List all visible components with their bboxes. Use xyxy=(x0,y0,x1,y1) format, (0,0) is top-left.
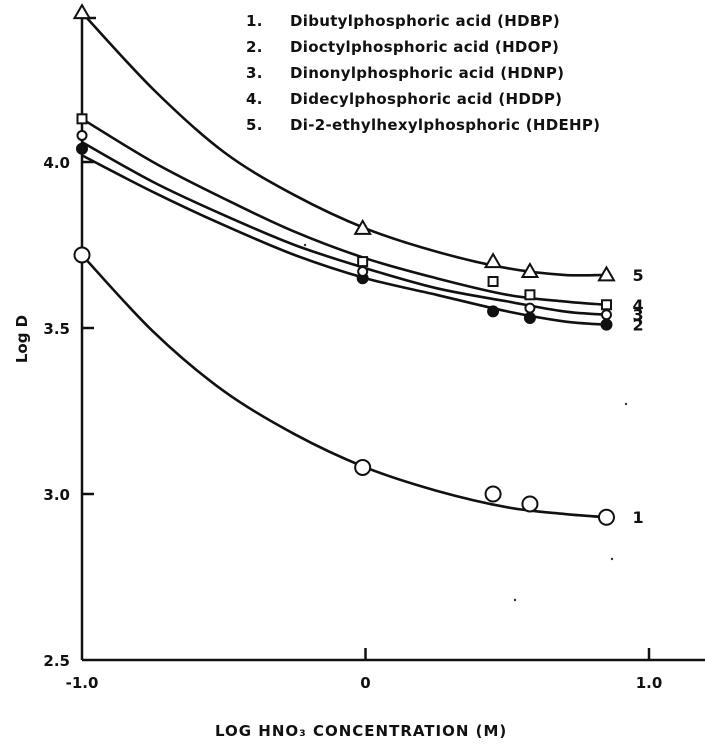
series-curves xyxy=(81,11,628,602)
legend-number: 2. xyxy=(246,38,263,56)
speck-dot xyxy=(303,243,307,247)
series-3-curve xyxy=(81,140,607,316)
open-triangle-marker xyxy=(483,252,503,269)
y-tick-label: 2.5 xyxy=(43,652,70,670)
y-tick-label: 4.0 xyxy=(43,154,70,172)
series-1-curve xyxy=(81,254,607,519)
series-markers xyxy=(72,3,616,526)
series-1-end-label: 1 xyxy=(632,508,643,527)
y-tick-label: 3.5 xyxy=(43,320,70,338)
filled-circle-marker xyxy=(76,142,88,155)
series-5-curve xyxy=(81,11,607,277)
open-circle-marker xyxy=(354,458,372,476)
legend-number: 4. xyxy=(246,90,263,108)
small-open-circle-marker xyxy=(357,266,369,278)
x-axis-label: LOG HNO₃ CONCENTRATION (M) xyxy=(215,722,508,740)
open-square-marker xyxy=(600,299,612,311)
open-triangle-marker xyxy=(520,262,540,279)
open-square-marker xyxy=(487,276,499,288)
legend-label: Dioctylphosphoric acid (HDOP) xyxy=(290,38,560,56)
open-triangle-marker xyxy=(597,265,616,282)
open-circle-marker xyxy=(597,508,615,526)
open-square-marker xyxy=(76,113,88,125)
x-tick-label: -1.0 xyxy=(66,674,99,692)
filled-circle-marker xyxy=(600,318,613,331)
filled-circle-marker xyxy=(487,305,500,318)
tick-labels: 2.5 3.0 3.5 4.0 -1.0 0 1.0 xyxy=(43,154,662,692)
legend-number: 5. xyxy=(246,116,263,134)
open-triangle-marker xyxy=(72,3,92,20)
legend-label: Dibutylphosphoric acid (HDBP) xyxy=(290,12,561,30)
open-triangle-marker xyxy=(353,218,372,235)
y-tick-label: 3.0 xyxy=(43,486,70,504)
series-end-labels: 1 234 5 xyxy=(632,266,643,527)
open-circle-marker xyxy=(521,495,539,513)
legend-item-2: 2. Dioctylphosphoric acid (HDOP) xyxy=(246,34,600,60)
legend-label: Didecylphosphoric acid (HDDP) xyxy=(290,90,563,108)
y-axis-label: Log D xyxy=(13,314,31,364)
x-tick-label: 0 xyxy=(360,674,370,692)
x-tick-label: 1.0 xyxy=(636,674,663,692)
small-open-circle-marker xyxy=(600,309,612,321)
series-2-end-label: 2 xyxy=(632,316,643,335)
speck-dot xyxy=(513,598,517,602)
legend-item-4: 4. Didecylphosphoric acid (HDDP) xyxy=(246,86,600,112)
series-5-end-label: 5 xyxy=(632,266,643,285)
legend-number: 1. xyxy=(246,12,263,30)
speck-dot xyxy=(624,402,628,406)
legend-item-3: 3. Dinonylphosphoric acid (HDNP) xyxy=(246,60,600,86)
series-4-end-label: 4 xyxy=(632,296,643,315)
legend-item-5: 5. Di-2-ethylhexylphosphoric (HDEHP) xyxy=(246,112,600,138)
speck-dot xyxy=(610,557,614,561)
series-3-end-label: 3 xyxy=(632,306,643,325)
axes xyxy=(80,16,705,662)
open-circle-marker xyxy=(73,246,91,264)
small-open-circle-marker xyxy=(524,302,536,314)
small-open-circle-marker xyxy=(76,129,88,141)
open-square-marker xyxy=(357,256,369,268)
legend-number: 3. xyxy=(246,64,263,82)
open-square-marker xyxy=(524,289,536,301)
legend-label: Dinonylphosphoric acid (HDNP) xyxy=(290,64,565,82)
open-circle-marker xyxy=(484,485,502,503)
filled-circle-marker xyxy=(523,312,536,325)
legend: 1. Dibutylphosphoric acid (HDBP) 2. Diocty… xyxy=(246,8,600,138)
legend-label: Di-2-ethylhexylphosphoric (HDEHP) xyxy=(290,116,601,134)
legend-item-1: 1. Dibutylphosphoric acid (HDBP) xyxy=(246,8,600,34)
